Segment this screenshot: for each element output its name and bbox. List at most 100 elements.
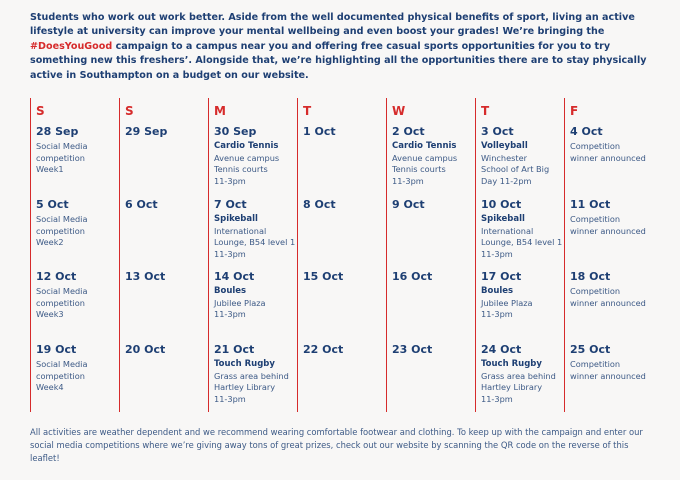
event-detail: competition — [36, 297, 85, 308]
day-cell: 29 Sep — [125, 125, 209, 141]
date: 25 Oct — [570, 343, 611, 356]
date: 9 Oct — [392, 198, 425, 211]
date: 30 Sep — [214, 125, 257, 138]
day-cell: 12 Oct Social Media competition Week3 — [36, 270, 120, 321]
event-detail: School of Art Big — [481, 164, 550, 174]
day-cell: 14 Oct Boules Jubilee Plaza 11-3pm — [214, 270, 298, 321]
day-cell: 23 Oct — [392, 343, 476, 359]
day-header: M — [214, 104, 226, 118]
date: 14 Oct — [214, 270, 255, 283]
event-detail: Tennis courts — [214, 164, 268, 174]
event-detail: Avenue campus — [392, 152, 458, 163]
footer: All activities are weather dependent and… — [30, 427, 643, 463]
day-header: W — [392, 104, 406, 118]
date: 6 Oct — [125, 198, 158, 211]
event-title: Spikeball — [214, 214, 258, 224]
event-detail: 11-3pm — [481, 248, 513, 259]
day-cell: 21 Oct Touch Rugby Grass area behind Hartle… — [214, 343, 298, 405]
day-cell: 20 Oct — [125, 343, 209, 359]
day-cell: 3 Oct Volleyball Winchester School of Art B… — [481, 125, 565, 187]
event-detail: Competition — [570, 141, 621, 151]
event-detail: 11-3pm — [214, 175, 246, 186]
event-title: Volleyball — [481, 141, 528, 151]
event-detail: winner announced — [570, 370, 646, 381]
date: 5 Oct — [36, 198, 69, 211]
date: 13 Oct — [125, 270, 166, 283]
day-cell: 4 Oct Competition winner announced — [570, 125, 654, 164]
date: 7 Oct — [214, 198, 247, 211]
date: 28 Sep — [36, 125, 79, 138]
event-detail: Competition — [570, 214, 621, 224]
day-cell: 16 Oct — [392, 270, 476, 286]
day-column: W 2 Oct Cardio Tennis Avenue campus Tennis c… — [386, 98, 475, 412]
day-cell: 6 Oct — [125, 198, 209, 214]
day-column: T 1 Oct 8 Oct 15 Oct 22 Oct — [297, 98, 386, 412]
event-detail: Tennis courts — [392, 164, 446, 174]
event-title: Boules — [214, 286, 247, 296]
date: 2 Oct — [392, 125, 425, 138]
event-detail: 11-3pm — [214, 309, 246, 319]
event-detail: winner announced — [570, 297, 646, 308]
day-cell: 25 Oct Competition winner announced — [570, 343, 654, 382]
event-detail: Grass area behind — [481, 370, 556, 381]
day-header: S — [36, 104, 45, 118]
event-detail: Week3 — [36, 309, 64, 319]
date: 11 Oct — [570, 198, 611, 211]
event-detail: Day 11-2pm — [481, 175, 532, 186]
day-cell: 17 Oct Boules Jubilee Plaza 11-3pm — [481, 270, 565, 321]
day-cell: 30 Sep Cardio Tennis Avenue campus Tennis c… — [214, 125, 298, 187]
date: 10 Oct — [481, 198, 522, 211]
date: 4 Oct — [570, 125, 603, 138]
event-detail: winner announced — [570, 225, 646, 236]
event-detail: Social Media — [36, 359, 88, 369]
day-column: T 3 Oct Volleyball Winchester School of Art … — [475, 98, 564, 412]
event-detail: Hartley Library — [214, 382, 276, 392]
event-detail: Grass area behind — [214, 370, 289, 381]
date: 29 Sep — [125, 125, 168, 138]
event-detail: 11-3pm — [214, 248, 246, 259]
event-detail: Social Media — [36, 214, 88, 224]
event-detail: 11-3pm — [481, 393, 513, 404]
event-detail: Lounge, B54 level 1 — [481, 237, 563, 247]
event-detail: 11-3pm — [481, 309, 513, 319]
day-cell: 2 Oct Cardio Tennis Avenue campus Tennis co… — [392, 125, 476, 187]
date: 21 Oct — [214, 343, 255, 356]
date: 22 Oct — [303, 343, 344, 356]
date: 23 Oct — [392, 343, 433, 356]
date: 12 Oct — [36, 270, 77, 283]
date: 19 Oct — [36, 343, 77, 356]
date: 16 Oct — [392, 270, 433, 283]
event-title: Spikeball — [481, 214, 525, 224]
event-detail: Week2 — [36, 237, 64, 247]
date: 18 Oct — [570, 270, 611, 283]
event-detail: Hartley Library — [481, 382, 543, 392]
hashtag[interactable]: #DoesYouGood — [30, 40, 113, 52]
event-detail: Week1 — [36, 164, 64, 174]
event-detail: Jubilee Plaza — [214, 297, 266, 308]
event-detail: International — [481, 225, 534, 236]
event-detail: winner announced — [570, 152, 646, 163]
date: 1 Oct — [303, 125, 336, 138]
day-cell: 24 Oct Touch Rugby Grass area behind Hartle… — [481, 343, 565, 405]
event-title: Cardio Tennis — [214, 141, 279, 151]
day-cell: 1 Oct — [303, 125, 387, 141]
day-header: S — [125, 104, 134, 118]
event-detail: 11-3pm — [392, 175, 424, 186]
event-detail: Competition — [570, 286, 621, 296]
day-column: M 30 Sep Cardio Tennis Avenue campus Tennis … — [208, 98, 297, 412]
event-detail: Social Media — [36, 286, 88, 296]
date: 8 Oct — [303, 198, 336, 211]
day-cell: 18 Oct Competition winner announced — [570, 270, 654, 309]
event-detail: competition — [36, 225, 85, 236]
day-column: S 28 Sep Social Media competition Week1 5 Oct… — [30, 98, 119, 412]
intro-text: campaign to a campus near you and offeri… — [30, 40, 647, 81]
day-cell: 11 Oct Competition winner announced — [570, 198, 654, 237]
day-cell: 13 Oct — [125, 270, 209, 286]
day-cell: 19 Oct Social Media competition Week4 — [36, 343, 120, 394]
event-detail: competition — [36, 152, 85, 163]
date: 17 Oct — [481, 270, 522, 283]
day-header: F — [570, 104, 579, 118]
